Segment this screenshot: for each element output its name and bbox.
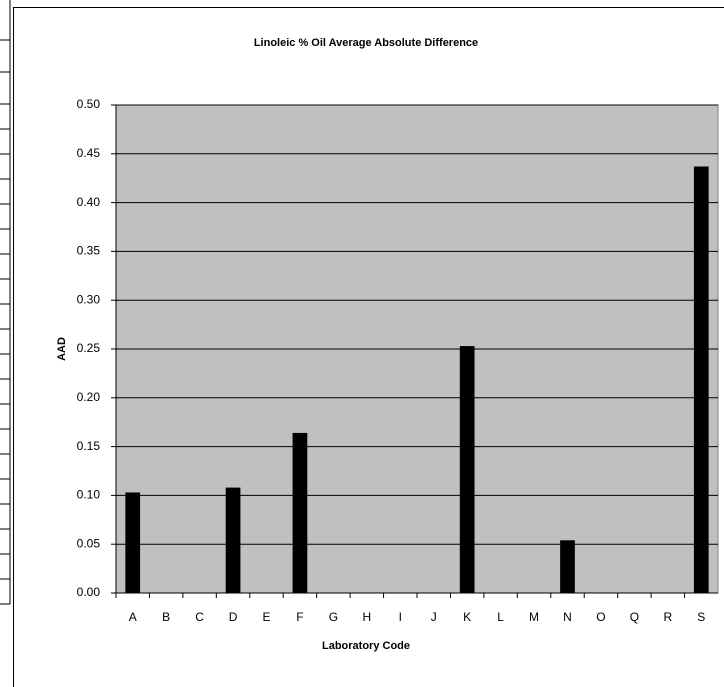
x-tick-label: F — [296, 610, 303, 624]
x-tick-label: H — [362, 610, 371, 624]
x-tick-label: O — [596, 610, 605, 624]
x-tick-label: N — [563, 610, 572, 624]
x-tick-label: G — [329, 610, 338, 624]
bar — [225, 487, 241, 593]
y-tick-label: 0.25 — [77, 341, 101, 355]
x-tick-label: S — [697, 610, 705, 624]
side-table — [0, 0, 11, 605]
y-tick-label: 0.50 — [77, 97, 101, 111]
y-tick-label: 0.05 — [77, 536, 101, 550]
x-tick-label: B — [162, 610, 170, 624]
x-tick-label: J — [431, 610, 437, 624]
x-tick-label: D — [229, 610, 238, 624]
y-tick-label: 0.40 — [77, 195, 101, 209]
y-tick-label: 0.35 — [77, 244, 101, 258]
y-tick-label: 0.00 — [77, 585, 101, 599]
x-tick-label: I — [399, 610, 402, 624]
x-tick-label: R — [663, 610, 672, 624]
chart-title: Linoleic % Oil Average Absolute Differen… — [254, 37, 478, 49]
x-tick-label: K — [463, 610, 471, 624]
x-tick-label: A — [129, 610, 137, 624]
y-axis-label: AAD — [56, 337, 68, 361]
bar — [125, 492, 141, 593]
y-tick-label: 0.20 — [77, 390, 101, 404]
x-tick-label: M — [529, 610, 539, 624]
bar — [693, 166, 709, 593]
bar — [459, 346, 475, 593]
x-tick-label: L — [497, 610, 504, 624]
y-tick-label: 0.15 — [77, 439, 101, 453]
bar — [292, 432, 308, 593]
x-axis-label: Laboratory Code — [322, 640, 410, 652]
x-tick-label: E — [262, 610, 270, 624]
y-tick-label: 0.45 — [77, 146, 101, 160]
x-tick-label: C — [195, 610, 204, 624]
y-tick-label: 0.30 — [77, 292, 101, 306]
x-tick-label: Q — [630, 610, 639, 624]
y-tick-label: 0.10 — [77, 488, 101, 502]
bar — [560, 540, 575, 593]
